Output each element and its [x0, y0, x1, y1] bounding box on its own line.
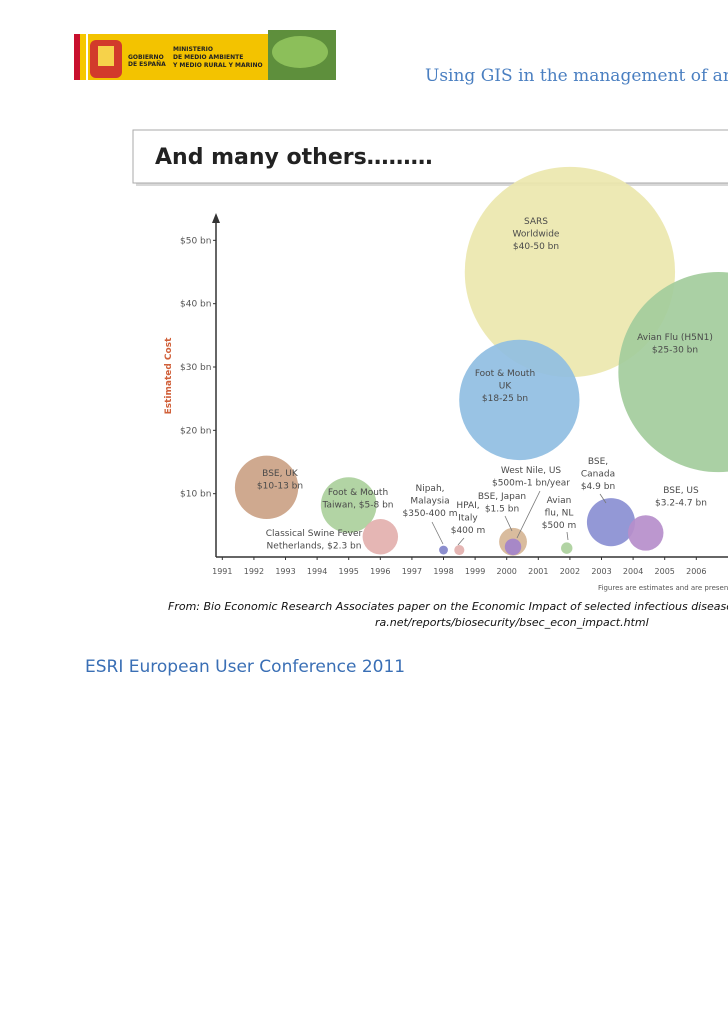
bubble-label: HPAI,: [456, 501, 479, 511]
bubble: [362, 519, 399, 555]
leader-line: [457, 537, 465, 546]
bubble-label: BSE, US: [663, 486, 699, 496]
y-tick-label: $40 bn: [180, 300, 211, 310]
chart: Estimated Cost Figures are estimates and …: [164, 166, 728, 592]
bubble-label: BSE, Japan: [478, 492, 526, 502]
bubble-label: $400 m: [451, 526, 486, 536]
bubble-label: BSE, UK: [262, 469, 299, 479]
leader-line: [431, 521, 444, 545]
leader-line: [516, 490, 541, 539]
x-tick-label: 2002: [560, 567, 580, 576]
bubble-label: Italy: [458, 514, 478, 524]
bubble-label: $10-13 bn: [257, 482, 303, 492]
x-tick-label: 1992: [244, 567, 264, 576]
flag-stripe: [80, 34, 86, 80]
y-tick-label: $20 bn: [180, 426, 211, 436]
x-tick-label: 1998: [433, 567, 453, 576]
bubble: [234, 455, 299, 519]
bubble-label: Nipah,: [415, 484, 444, 494]
flag-stripe: [74, 34, 80, 80]
bubble: [454, 544, 465, 556]
bubble-label: UK: [499, 382, 513, 392]
leader-line: [599, 493, 607, 504]
bubble-label: Canada: [581, 470, 615, 480]
bubble-label: Worldwide: [513, 230, 560, 240]
bubble-label: Netherlands, $2.3 bn: [267, 542, 362, 552]
leader-line: [566, 531, 569, 541]
bubble-label: $3.2-4.7 bn: [655, 499, 707, 509]
bubble-label: West Nile, US: [501, 466, 562, 476]
x-tick-label: 1991: [212, 567, 232, 576]
logo-text: Y MEDIO RURAL Y MARINO: [172, 62, 263, 69]
x-tick-label: 2004: [623, 567, 643, 576]
y-tick-label: $50 bn: [180, 236, 211, 246]
bubble-label: Avian Flu (H5N1): [637, 333, 713, 343]
x-tick-label: 1995: [339, 567, 359, 576]
logo-text: GOBIERNO: [128, 54, 164, 61]
y-axis-label: Estimated Cost: [164, 337, 174, 414]
x-tick-label: 1994: [307, 567, 327, 576]
bubble-label: $500 m: [542, 521, 577, 531]
leader-line: [504, 515, 513, 532]
bubble-label: Avian: [547, 496, 572, 506]
bubble: [618, 272, 728, 473]
bubble-label: $350-400 m: [403, 509, 458, 519]
bubble: [439, 545, 448, 555]
logo-text: MINISTERIO: [173, 46, 213, 53]
x-tick-label: 2005: [655, 567, 675, 576]
x-tick-label: 1997: [402, 567, 422, 576]
x-tick-label: 2001: [528, 567, 548, 576]
bubble-label: $25-30 bn: [652, 346, 698, 356]
bubble: [504, 538, 522, 556]
bubble: [628, 515, 664, 551]
bubble-label: $4.9 bn: [581, 482, 615, 492]
footer: ESRI European User Conference 2011: [85, 657, 405, 677]
slide-title: And many others………: [155, 145, 433, 170]
x-tick-label: 1993: [275, 567, 295, 576]
caption: From: Bio Economic Research Associates p…: [168, 600, 728, 613]
bubble-label: Malaysia: [410, 497, 449, 507]
bubble-label: flu, NL: [545, 509, 574, 519]
x-tick-label: 2003: [591, 567, 611, 576]
y-tick-label: $10 bn: [180, 490, 211, 500]
bubble-label: $18-25 bn: [482, 394, 528, 404]
bubble-label: BSE,: [588, 457, 608, 467]
x-tick-label: 2000: [497, 567, 517, 576]
bubble: [459, 339, 580, 461]
x-tick-label: 1996: [370, 567, 390, 576]
logo-text: DE MEDIO AMBIENTE: [173, 54, 243, 61]
x-tick-label: 1999: [465, 567, 485, 576]
bubble-label: Classical Swine Fever: [266, 529, 363, 539]
bubble-label: $1.5 bn: [485, 505, 519, 515]
bubble-label: $40-50 bn: [513, 242, 559, 252]
bubble: [586, 498, 636, 547]
bubble: [464, 166, 676, 378]
note: Figures are estimates and are presented: [598, 584, 728, 592]
bubble-label: $500m-1 bn/year: [492, 479, 570, 489]
logo: GOBIERNO DE ESPAÑA MINISTERIO DE MEDIO A…: [74, 30, 336, 80]
bubble-label: Foot & Mouth: [475, 369, 535, 379]
bubble: [561, 542, 573, 554]
title-box: [132, 129, 728, 184]
bubble-label: Taiwan, $5-8 bn: [321, 501, 393, 511]
caption: ra.net/reports/biosecurity/bsec_econ_imp…: [375, 616, 649, 629]
y-tick-label: $30 bn: [180, 363, 211, 373]
bubble-label: Foot & Mouth: [328, 488, 388, 498]
logo-text: DE ESPAÑA: [128, 61, 166, 68]
bubble-label: SARS: [524, 217, 548, 227]
y-axis-arrow: [212, 213, 220, 223]
bubble: [320, 477, 377, 533]
x-tick-label: 2006: [686, 567, 706, 576]
header-title: Using GIS in the management of an: [425, 66, 728, 86]
leaf-image: [272, 36, 328, 68]
crest: [98, 46, 114, 66]
